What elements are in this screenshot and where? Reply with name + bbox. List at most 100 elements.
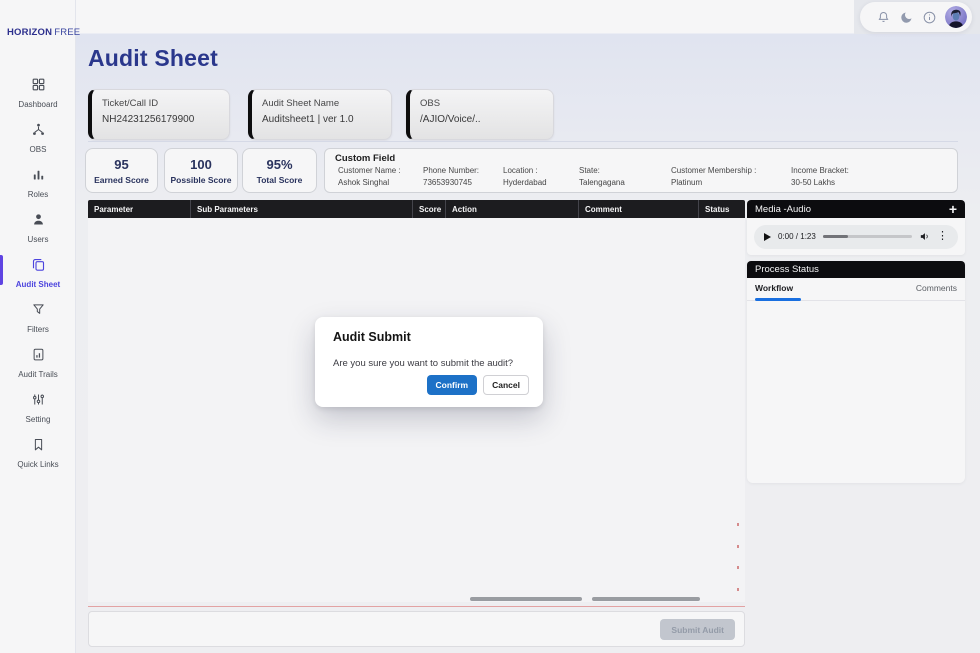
volume-icon[interactable] bbox=[919, 231, 930, 242]
table-bottom-border bbox=[88, 606, 745, 607]
sidebar-item-users[interactable]: Users bbox=[0, 211, 76, 245]
sidebar-item-audit-sheet[interactable]: Audit Sheet bbox=[0, 255, 76, 290]
info-icon[interactable] bbox=[922, 10, 937, 25]
active-tab-underline bbox=[755, 298, 801, 301]
document-copy-icon bbox=[31, 257, 46, 277]
sidebar-item-quick-links[interactable]: Quick Links bbox=[0, 436, 76, 470]
sidebar-label: Audit Trails bbox=[18, 370, 58, 379]
notification-bell-icon[interactable] bbox=[876, 10, 891, 25]
process-status-tabs: Workflow Comments bbox=[747, 278, 965, 301]
audit-sheet-name-card: Audit Sheet Name Auditsheet1 | ver 1.0 bbox=[248, 89, 392, 140]
page-title: Audit Sheet bbox=[88, 45, 218, 71]
sidebar-item-dashboard[interactable]: Dashboard bbox=[0, 76, 76, 110]
earned-score-value: 95 bbox=[114, 156, 129, 172]
hierarchy-icon bbox=[31, 122, 46, 142]
audio-player: 0:00 / 1:23 ⋮ bbox=[754, 224, 958, 249]
possible-score-value: 100 bbox=[190, 156, 212, 172]
horizontal-scrollbar-thumb[interactable] bbox=[470, 597, 582, 601]
cancel-button[interactable]: Cancel bbox=[483, 375, 529, 395]
media-audio-body: 0:00 / 1:23 ⋮ bbox=[747, 218, 965, 255]
funnel-icon bbox=[31, 302, 46, 322]
sidebar-item-setting[interactable]: Setting bbox=[0, 391, 76, 425]
modal-title: Audit Submit bbox=[333, 330, 411, 344]
table-edge-mark bbox=[737, 566, 739, 569]
play-icon[interactable] bbox=[764, 232, 771, 241]
customer-membership-value: Platinum bbox=[671, 178, 703, 187]
app-logo: HORIZON FREE bbox=[7, 27, 80, 38]
process-status-title: Process Status bbox=[755, 264, 819, 275]
dashboard-grid-icon bbox=[31, 77, 46, 97]
media-audio-panel: Media -Audio + 0:00 / 1:23 ⋮ bbox=[747, 200, 965, 255]
add-media-button[interactable]: + bbox=[948, 201, 957, 217]
phone-number-value: 73653930745 bbox=[423, 178, 472, 187]
cards-divider bbox=[88, 141, 958, 142]
horizontal-scrollbar-thumb[interactable] bbox=[592, 597, 700, 601]
tab-comments[interactable]: Comments bbox=[915, 283, 957, 293]
main-content: Audit Sheet Ticket/Call ID NH24231256179… bbox=[76, 0, 980, 653]
overall-comment-input[interactable]: Submit Audit bbox=[88, 611, 745, 647]
brand-secondary: FREE bbox=[54, 27, 81, 38]
process-status-panel: Process Status Workflow Comments bbox=[747, 261, 965, 483]
state-value: Talengagana bbox=[579, 178, 625, 187]
tab-workflow[interactable]: Workflow bbox=[755, 283, 794, 293]
column-parameter: Parameter bbox=[88, 200, 191, 218]
earned-score-card: 95 Earned Score bbox=[85, 148, 158, 193]
column-score: Score bbox=[413, 200, 446, 218]
sliders-icon bbox=[31, 392, 46, 412]
file-chart-icon bbox=[31, 347, 46, 367]
column-comment: Comment bbox=[579, 200, 699, 218]
sidebar-item-audit-trails[interactable]: Audit Trails bbox=[0, 346, 76, 380]
obs-card: OBS /AJIO/Voice/.. bbox=[406, 89, 554, 140]
customer-name-field: Customer Name : Ashok Singhal bbox=[338, 166, 401, 187]
audio-seek-bar[interactable] bbox=[822, 235, 912, 238]
submit-audit-button[interactable]: Submit Audit bbox=[660, 619, 735, 640]
audit-submit-modal: Audit Submit Are you sure you want to su… bbox=[315, 317, 543, 407]
phone-number-label: Phone Number: bbox=[423, 166, 480, 175]
user-avatar[interactable] bbox=[945, 6, 967, 28]
income-bracket-value: 30-50 Lakhs bbox=[791, 178, 836, 187]
income-bracket-label: Income Bracket: bbox=[791, 166, 849, 175]
table-edge-mark bbox=[737, 545, 739, 548]
custom-field-title: Custom Field bbox=[335, 153, 396, 164]
obs-value: /AJIO/Voice/.. bbox=[420, 114, 481, 125]
phone-number-field: Phone Number: 73653930745 bbox=[423, 166, 479, 187]
dark-mode-moon-icon[interactable] bbox=[899, 10, 914, 25]
location-field: Location : Hyderdabad bbox=[503, 166, 547, 187]
ticket-call-id-label: Ticket/Call ID bbox=[102, 98, 159, 109]
sidebar-label: Setting bbox=[25, 415, 51, 424]
sidebar-label: Dashboard bbox=[18, 100, 58, 109]
sidebar-label: Users bbox=[27, 235, 49, 244]
sidebar-label: Quick Links bbox=[17, 460, 59, 469]
customer-name-label: Customer Name : bbox=[338, 166, 401, 175]
media-audio-header: Media -Audio + bbox=[747, 200, 965, 218]
state-label: State: bbox=[579, 166, 600, 175]
confirm-button[interactable]: Confirm bbox=[426, 375, 478, 395]
audio-menu-icon[interactable]: ⋮ bbox=[937, 230, 948, 242]
audio-time: 0:00 / 1:23 bbox=[778, 232, 816, 241]
sidebar-item-filters[interactable]: Filters bbox=[0, 301, 76, 335]
topbar-icon-group bbox=[860, 2, 972, 32]
sidebar-label: Filters bbox=[27, 325, 49, 334]
customer-name-value: Ashok Singhal bbox=[338, 178, 390, 187]
column-action: Action bbox=[446, 200, 579, 218]
audit-table-header: Parameter Sub Parameters Score Action Co… bbox=[88, 200, 745, 218]
ticket-call-id-value: NH24231256179900 bbox=[102, 114, 195, 125]
income-bracket-field: Income Bracket: 30-50 Lakhs bbox=[791, 166, 849, 187]
total-score-card: 95% Total Score bbox=[242, 148, 317, 193]
media-audio-title: Media -Audio bbox=[755, 203, 811, 215]
custom-field-panel: Custom Field Customer Name : Ashok Singh… bbox=[324, 148, 958, 193]
process-status-header: Process Status bbox=[747, 261, 965, 278]
sidebar-item-obs[interactable]: OBS bbox=[0, 121, 76, 155]
sidebar: HORIZON FREE Dashboard OBS bbox=[0, 0, 80, 653]
location-label: Location : bbox=[503, 166, 538, 175]
location-value: Hyderdabad bbox=[503, 178, 547, 187]
sidebar-item-roles[interactable]: Roles bbox=[0, 166, 76, 200]
earned-score-label: Earned Score bbox=[94, 174, 149, 185]
sidebar-label: OBS bbox=[29, 145, 47, 154]
modal-message: Are you sure you want to submit the audi… bbox=[333, 358, 514, 369]
obs-label: OBS bbox=[420, 98, 441, 109]
table-edge-mark bbox=[737, 523, 739, 526]
customer-membership-field: Customer Membership : Platinum bbox=[671, 166, 756, 187]
total-score-value: 95% bbox=[266, 156, 293, 172]
column-status: Status bbox=[705, 204, 730, 214]
